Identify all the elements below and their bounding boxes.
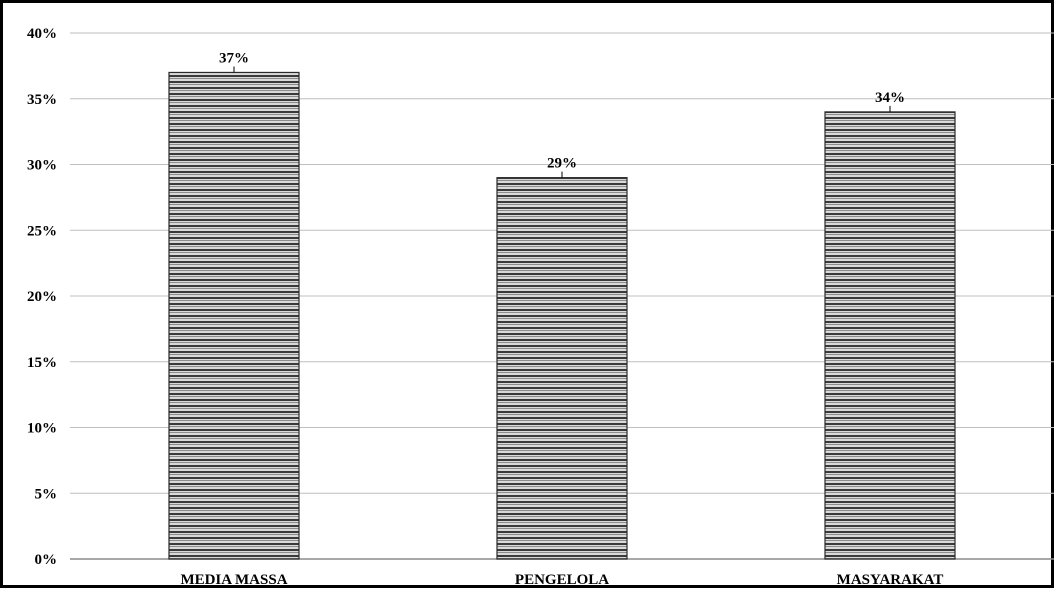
y-tick-label: 20%	[27, 289, 57, 305]
x-category-label: PENGELOLA	[515, 572, 609, 588]
bars	[168, 71, 956, 560]
y-tick-label: 25%	[27, 223, 57, 239]
x-category-label: MEDIA MASSA	[180, 572, 287, 588]
data-label: 34%	[875, 90, 905, 106]
y-tick-label: 35%	[27, 92, 57, 108]
bar-masyarakat	[824, 111, 956, 560]
data-label: 29%	[547, 156, 577, 172]
y-tick-label: 10%	[27, 421, 57, 437]
labels: 0% 5% 10% 15% 20% 25% 30% 35% 40% 37% MEDIA MASSA 2…	[27, 26, 943, 588]
bar-pengelola	[496, 177, 628, 560]
y-tick-label: 5%	[35, 486, 58, 502]
y-tick-label: 0%	[35, 552, 58, 568]
bar-chart: 0% 5% 10% 15% 20% 25% 30% 35% 40% 37% MEDIA MASSA 2…	[27, 26, 1054, 588]
x-category-label: MASYARAKAT	[837, 572, 944, 588]
y-tick-label: 30%	[27, 158, 57, 174]
bar-media-massa	[168, 71, 300, 560]
data-label: 37%	[219, 50, 249, 66]
y-tick-label: 40%	[27, 26, 57, 42]
y-tick-label: 15%	[27, 355, 57, 371]
